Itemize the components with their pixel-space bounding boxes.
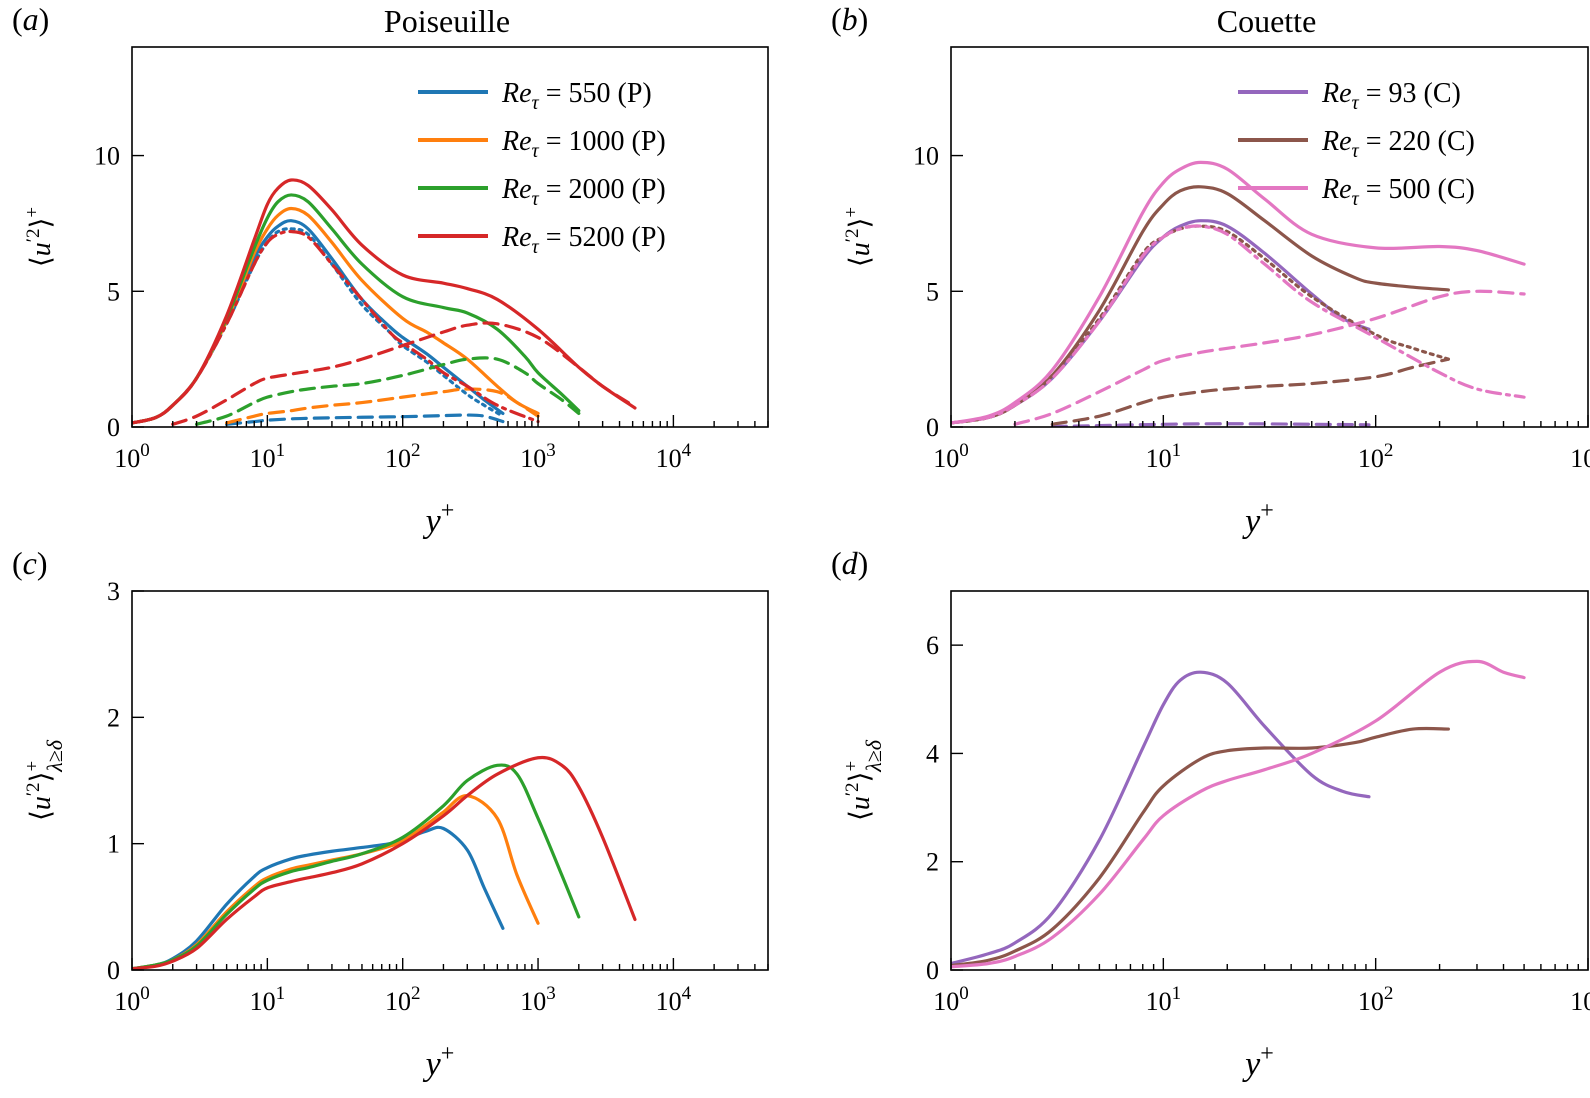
x-tick-label-d: 100 [933, 983, 969, 1016]
y-axis-label-b: ⟨u′2⟩+ [841, 207, 876, 267]
axes-frame-c [131, 590, 769, 971]
x-tick-label-d: 101 [1146, 983, 1182, 1016]
panel-letter-a: (a) [12, 1, 49, 37]
series-line-d-0 [951, 670, 1371, 966]
axes-frame-a [131, 46, 769, 428]
legend-label-a-0: Reτ = 550 (P) [501, 78, 652, 114]
panel-a: 100 101 102 103 104 0 5 10 (a) Poiseuille y+ ⟨u′2⟩+ [12, 1, 769, 540]
y-tick-label-c: 2 [107, 703, 120, 732]
y-axis-label-c: ⟨u′2⟩+λ≥δ [22, 739, 67, 821]
y-tick-label-c: 3 [107, 577, 120, 606]
series-line-b-3 [1050, 357, 1450, 426]
series-line-c-2 [132, 763, 581, 970]
x-tick-label-a: 101 [250, 440, 286, 473]
legend-label-a-2: Reτ = 2000 (P) [501, 174, 666, 210]
x-axis-label-b: y+ [1242, 498, 1274, 540]
panel-letter-d: (d) [831, 545, 868, 581]
series-line-a-9 [132, 229, 540, 425]
series-group-c [132, 755, 637, 970]
legend-b: Reτ = 93 (C) Reτ = 220 (C) Reτ = 500 (C) [1238, 78, 1475, 210]
x-tick-label-a: 100 [114, 440, 150, 473]
x-axis-label-a: y+ [423, 498, 455, 540]
axes-frame-d [950, 590, 1589, 971]
series-line-a-1 [225, 413, 505, 426]
series-line-a-4 [225, 387, 540, 425]
series-line-a-6 [194, 356, 581, 426]
y-tick-label-b: 0 [926, 413, 939, 442]
panel-title-b: Couette [1217, 3, 1317, 39]
panel-title-a: Poiseuille [384, 3, 510, 39]
x-axis-label-d: y+ [1242, 1041, 1274, 1083]
legend-a: Reτ = 550 (P) Reτ = 1000 (P) Reτ = 2000 (P… [418, 78, 666, 258]
x-tick-label-c: 104 [656, 983, 692, 1016]
series-line-b-5 [951, 160, 1526, 425]
legend-label-b-2: Reτ = 500 (C) [1321, 174, 1475, 210]
axes-frame-b [950, 46, 1589, 428]
panel-letter-c: (c) [12, 545, 48, 581]
x-tick-label-a: 102 [385, 440, 421, 473]
y-axis-label-a: ⟨u′2⟩+ [22, 207, 57, 267]
series-line-a-2 [132, 227, 505, 425]
y-tick-label-d: 2 [926, 848, 939, 877]
panel-c: 100 101 102 103 104 0 1 2 3 (c) y+ ⟨u′2⟩+λ≥δ [12, 545, 769, 1083]
series-line-d-1 [951, 726, 1450, 968]
series-group-b [951, 160, 1526, 427]
y-axis-label-d: ⟨u′2⟩+λ≥δ [841, 739, 886, 821]
x-tick-label-b: 103 [1570, 440, 1590, 473]
x-axis-label-c: y+ [423, 1041, 455, 1083]
y-tick-label-d: 4 [926, 739, 939, 768]
y-tick-label-a: 10 [94, 142, 120, 171]
y-tick-label-b: 5 [926, 277, 939, 306]
series-group-a [132, 178, 637, 426]
y-tick-label-c: 1 [107, 830, 120, 859]
x-tick-label-c: 103 [520, 983, 556, 1016]
x-tick-label-a: 104 [656, 440, 692, 473]
panel-b: 100 101 102 103 0 5 10 (b) Couette y+ ⟨u′2⟩+ [831, 1, 1590, 540]
series-line-c-3 [132, 755, 637, 970]
series-line-b-6 [1013, 289, 1526, 426]
x-tick-label-c: 102 [385, 983, 421, 1016]
y-tick-label-d: 0 [926, 956, 939, 985]
legend-label-b-1: Reτ = 220 (C) [1321, 126, 1475, 162]
legend-label-a-3: Reτ = 5200 (P) [501, 222, 666, 258]
y-tick-label-b: 10 [913, 142, 939, 171]
x-tick-label-a: 103 [520, 440, 556, 473]
panel-d: 100 101 102 103 0 2 4 6 (d) y+ ⟨u′2⟩+λ≥δ [831, 545, 1590, 1083]
legend-label-b-0: Reτ = 93 (C) [1321, 78, 1461, 114]
x-tick-label-c: 101 [250, 983, 286, 1016]
series-line-d-2 [951, 659, 1526, 969]
panel-letter-b: (b) [831, 1, 868, 37]
x-tick-label-d: 103 [1570, 983, 1590, 1016]
series-group-d [951, 659, 1526, 969]
y-tick-label-d: 6 [926, 631, 939, 660]
series-line-c-0 [132, 825, 505, 970]
x-tick-label-c: 100 [114, 983, 150, 1016]
x-tick-label-b: 101 [1146, 440, 1182, 473]
y-tick-label-c: 0 [107, 956, 120, 985]
y-tick-label-a: 0 [107, 413, 120, 442]
x-tick-label-b: 102 [1358, 440, 1394, 473]
x-tick-label-d: 102 [1358, 983, 1394, 1016]
series-line-b-7 [951, 224, 1526, 425]
y-tick-label-a: 5 [107, 277, 120, 306]
legend-label-a-1: Reτ = 1000 (P) [501, 126, 666, 162]
series-line-a-8 [171, 321, 637, 426]
x-tick-label-b: 100 [933, 440, 969, 473]
series-line-b-1 [1050, 422, 1371, 427]
